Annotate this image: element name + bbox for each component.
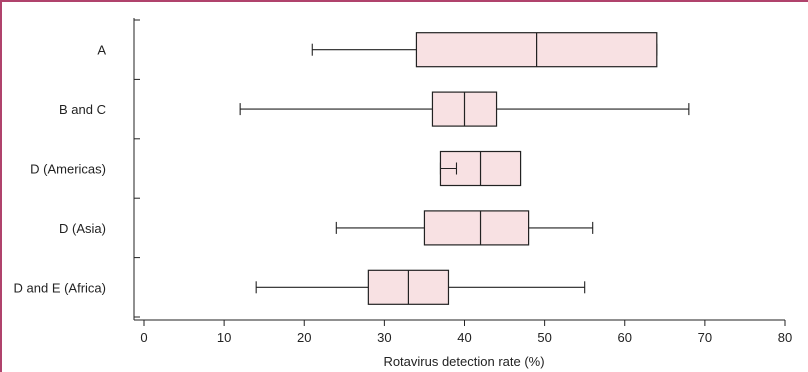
x-tick-label: 60 xyxy=(618,330,632,345)
x-axis-label: Rotavirus detection rate (%) xyxy=(383,354,544,369)
x-tick-label: 0 xyxy=(140,330,147,345)
category-label: A xyxy=(97,43,106,58)
category-label: D (Asia) xyxy=(59,221,106,236)
y-axis: A B and C D (Americas) D (Asia) D and E (Afr… xyxy=(14,18,140,320)
x-tick-label: 50 xyxy=(537,330,551,345)
x-tick-label: 10 xyxy=(217,330,231,345)
x-tick-label: 80 xyxy=(778,330,792,345)
box-group xyxy=(255,269,586,305)
box-group xyxy=(239,91,690,127)
x-tick-label: 30 xyxy=(377,330,391,345)
box-group xyxy=(439,150,522,187)
category-label: D (Americas) xyxy=(30,162,106,177)
x-tick-label: 20 xyxy=(297,330,311,345)
category-label: D and E (Africa) xyxy=(14,280,106,295)
x-tick-label: 70 xyxy=(698,330,712,345)
box-group xyxy=(311,32,658,68)
iqr-box xyxy=(423,210,530,246)
x-tick-label: 40 xyxy=(457,330,471,345)
category-label: B and C xyxy=(59,102,106,117)
boxes-layer xyxy=(239,32,690,305)
box-group xyxy=(335,210,594,246)
x-axis: 0 10 20 30 40 50 60 70 80 xyxy=(134,319,792,345)
